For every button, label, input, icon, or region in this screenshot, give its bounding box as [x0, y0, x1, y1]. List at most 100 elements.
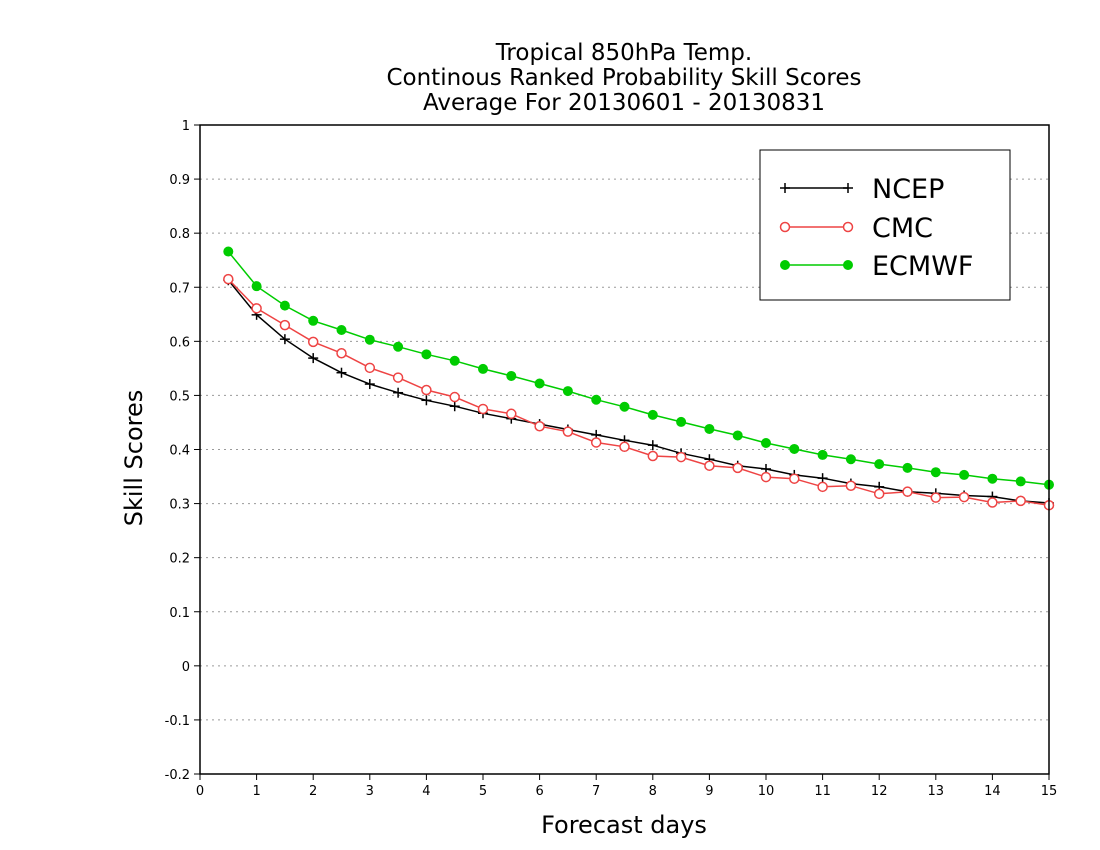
legend-marker-ecmwf [780, 260, 790, 270]
point-cmc [421, 384, 432, 396]
point-ecmwf [704, 423, 715, 434]
point-cmc [392, 372, 404, 383]
x-tick-label: 4 [422, 784, 430, 799]
legend-marker-ncep [843, 183, 853, 193]
series-ecmwf [223, 246, 1054, 490]
point-cmc [619, 441, 630, 453]
point-ncep [279, 334, 290, 345]
point-ecmwf [421, 349, 432, 360]
point-ncep [336, 367, 347, 378]
y-tick-label: 0.9 [169, 173, 190, 188]
point-ecmwf [817, 449, 828, 460]
x-tick-label: 14 [984, 784, 1001, 799]
point-ecmwf [591, 394, 602, 405]
point-cmc [704, 460, 715, 471]
x-tick-label: 0 [196, 784, 204, 799]
point-cmc [562, 426, 574, 437]
point-ecmwf [930, 467, 941, 478]
y-tick-label: 0 [182, 660, 190, 675]
point-ecmwf [874, 459, 885, 470]
x-tick-label: 11 [814, 784, 831, 799]
point-ecmwf [619, 401, 630, 412]
legend-marker-ecmwf [843, 260, 853, 270]
legend-marker-cmc [779, 221, 791, 233]
point-ncep [647, 440, 658, 451]
series-cmc [223, 273, 1055, 511]
x-tick-label: 9 [705, 784, 713, 799]
series-line-ncep [227, 279, 1050, 504]
point-ecmwf [987, 473, 998, 484]
point-ecmwf [223, 246, 234, 257]
x-tick-label: 6 [535, 784, 543, 799]
y-tick-label: 0.4 [169, 444, 190, 459]
title-line-1: Tropical 850hPa Temp. [495, 40, 752, 66]
point-cmc [449, 391, 460, 403]
y-tick-label: 0.7 [169, 281, 190, 296]
legend-label-ecmwf: ECMWF [872, 251, 973, 282]
point-cmc [590, 437, 602, 448]
point-cmc [279, 319, 291, 331]
point-ncep [308, 353, 319, 364]
point-ecmwf [562, 386, 573, 397]
legend-marker-cmc [842, 221, 854, 233]
y-tick-label: 0.2 [169, 552, 190, 567]
point-ecmwf [959, 469, 970, 480]
x-tick-label: 1 [252, 784, 260, 799]
series-ncep [223, 275, 1054, 509]
point-cmc [930, 492, 942, 503]
point-ecmwf [336, 324, 347, 335]
legend-box [759, 149, 1011, 301]
y-tick-label: 0.5 [169, 389, 190, 404]
point-ecmwf [761, 438, 771, 449]
x-tick-label: 8 [649, 784, 657, 799]
point-ecmwf [676, 416, 687, 427]
x-tick-label: 10 [758, 784, 775, 799]
point-ecmwf [1015, 476, 1026, 487]
point-cmc [534, 420, 545, 432]
point-ecmwf [647, 409, 658, 420]
x-axis-ticks: 0 1 2 3 4 5 6 7 8 9 10 11 12 13 14 15 [196, 774, 1057, 799]
point-cmc [675, 451, 687, 463]
point-cmc [873, 488, 885, 500]
y-tick-label: 0.8 [169, 227, 190, 242]
y-tick-label: -0.2 [165, 768, 190, 783]
point-cmc [958, 491, 970, 503]
x-tick-label: 13 [928, 784, 945, 799]
point-cmc [223, 273, 234, 285]
point-cmc [987, 497, 998, 508]
x-tick-label: 7 [592, 784, 600, 799]
point-ecmwf [732, 430, 743, 441]
point-cmc [477, 403, 489, 415]
series-layer [223, 246, 1055, 511]
y-tick-label: 1 [182, 119, 190, 134]
title-line-2: Continous Ranked Probability Skill Score… [386, 65, 861, 91]
point-ncep [421, 395, 432, 406]
point-ecmwf [534, 378, 545, 389]
y-tick-label: 0.3 [169, 498, 190, 513]
point-cmc [902, 486, 913, 497]
point-ecmwf [902, 462, 913, 473]
point-cmc [647, 450, 659, 462]
legend-item-ecmwf: ECMWF [780, 251, 973, 282]
legend-item-ncep: NCEP [780, 174, 944, 205]
point-cmc [307, 336, 319, 348]
y-axis-ticks: -0.2 -0.1 0 0.1 0.2 0.3 0.4 0.5 0.6 0.7 0.8 0.9 1 [165, 119, 200, 783]
point-cmc [251, 303, 262, 314]
y-tick-label: 0.1 [169, 606, 190, 621]
point-ecmwf [789, 443, 800, 454]
chart-title: Tropical 850hPa Temp. Continous Ranked P… [386, 40, 861, 116]
point-cmc [506, 408, 517, 420]
x-axis-label: Forecast days [541, 811, 707, 839]
legend-items: NCEP CMC ECMWF [779, 174, 973, 282]
point-ecmwf [308, 315, 319, 326]
point-ecmwf [506, 370, 517, 381]
x-tick-label: 12 [871, 784, 888, 799]
legend-label-ncep: NCEP [872, 174, 944, 205]
x-tick-label: 5 [479, 784, 487, 799]
point-ecmwf [449, 355, 460, 366]
y-tick-label: -0.1 [165, 714, 190, 729]
point-ncep [817, 473, 828, 484]
point-cmc [732, 462, 743, 474]
legend-item-cmc: CMC [779, 213, 933, 244]
